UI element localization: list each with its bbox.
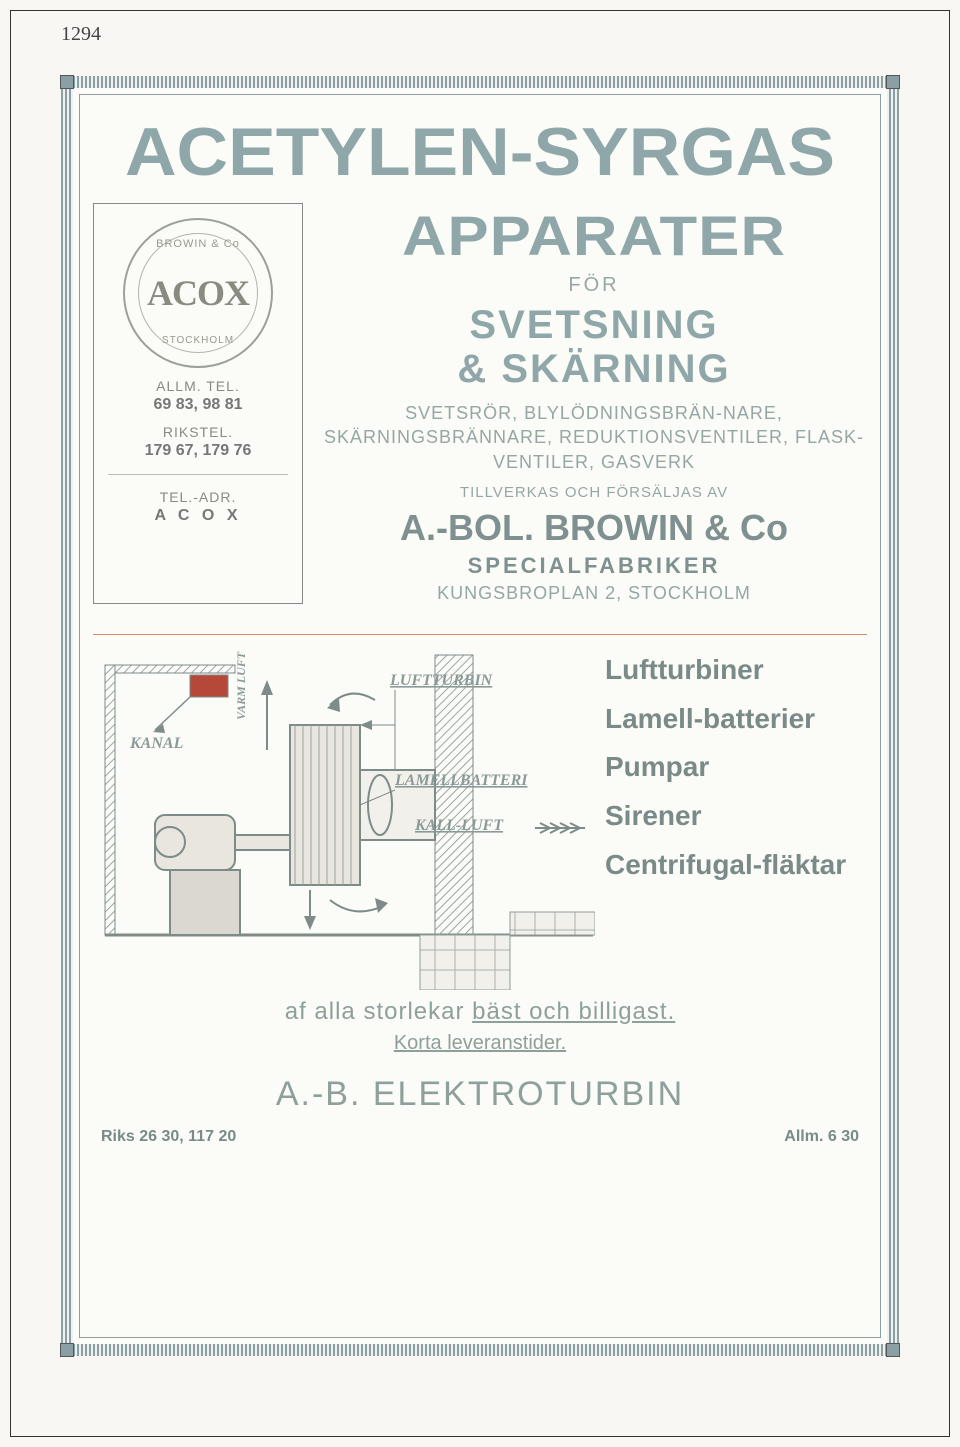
frame-corner xyxy=(60,1343,74,1357)
diagram-label-varmluft: VARM LUFT xyxy=(234,651,248,720)
logo-text: ACOX xyxy=(147,272,249,314)
list-item: Sirener xyxy=(605,801,865,832)
company-name: A.-BOL. BROWIN & Co xyxy=(321,507,867,549)
top-advertisement: ACETYLEN-SYRGAS BROWIN & Co ACOX STOCKHO… xyxy=(73,88,887,619)
headline-acetylen: ACETYLEN-SYRGAS xyxy=(74,113,887,191)
allm-tel: 69 83, 98 81 xyxy=(102,396,294,414)
address: KUNGSBROPLAN 2, STOCKHOLM xyxy=(321,583,867,604)
elektroturbin-company: A.-B. ELEKTROTURBIN xyxy=(95,1075,865,1114)
specialfabriker: SPECIALFABRIKER xyxy=(321,553,867,579)
riks-phone: Riks 26 30, 117 20 xyxy=(101,1128,236,1146)
frame-corner xyxy=(60,75,74,89)
tagline-delivery: Korta leveranstider. xyxy=(95,1032,865,1055)
allm-phone: Allm. 6 30 xyxy=(784,1128,859,1146)
for-label: FÖR xyxy=(321,274,867,297)
list-item: Pumpar xyxy=(605,752,865,783)
list-item: Lamell-batterier xyxy=(605,704,865,735)
diagram-label-kanal: KANAL xyxy=(129,735,184,752)
top-ad-body: BROWIN & Co ACOX STOCKHOLM ALLM. TEL. 69… xyxy=(93,203,867,604)
top-ad-right-column: APPARATER FÖR SVETSNING & SKÄRNING SVETS… xyxy=(321,203,867,604)
teladr-label: TEL.-ADR. xyxy=(102,489,294,505)
logo-box-divider xyxy=(108,474,288,475)
frame-corner xyxy=(886,75,900,89)
allm-tel-label: ALLM. TEL. xyxy=(102,378,294,394)
rikstel: 179 67, 179 76 xyxy=(102,442,294,460)
logo-brand-bottom: STOCKHOLM xyxy=(162,335,234,346)
bottom-ad-row: KANAL VARM LUFT xyxy=(95,650,865,990)
logo-contact-box: BROWIN & Co ACOX STOCKHOLM ALLM. TEL. 69… xyxy=(93,203,303,604)
headline-apparater: APPARATER xyxy=(294,203,895,268)
list-item: Luftturbiner xyxy=(605,655,865,686)
acox-logo: BROWIN & Co ACOX STOCKHOLM xyxy=(123,218,273,368)
diagram-label-kallluft: KALL-LUFT xyxy=(414,817,504,834)
diagram-label-lamellbatteri: LAMELLBATTERI xyxy=(394,772,528,789)
tagline-pre: af alla storlekar xyxy=(285,998,472,1025)
phone-row: Riks 26 30, 117 20 Allm. 6 30 xyxy=(95,1128,865,1146)
skarning-heading: & SKÄRNING xyxy=(321,347,867,391)
page-scan: 1294 ACETYLEN-SYRGAS BROWIN & Co ACOX ST… xyxy=(10,10,950,1437)
turbine-diagram: KANAL VARM LUFT xyxy=(95,650,595,990)
svetsning-heading: SVETSNING xyxy=(321,303,867,347)
bottom-advertisement: KANAL VARM LUFT xyxy=(73,635,887,1161)
rikstel-label: RIKSTEL. xyxy=(102,424,294,440)
tagline-underlined: bäst och billigast. xyxy=(472,998,675,1025)
product-description: SVETSRÖR, BLYLÖDNINGSBRÄN-NARE, SKÄRNING… xyxy=(321,401,867,474)
teladr: A C O X xyxy=(102,507,294,525)
diagram-label-luftturbin: LUFTTURBIN xyxy=(389,672,494,689)
frame-corner xyxy=(886,1343,900,1357)
logo-brand-top: BROWIN & Co xyxy=(156,238,240,250)
product-list: Luftturbiner Lamell-batterier Pumpar Sir… xyxy=(605,650,865,990)
manufactured-by: TILLVERKAS OCH FÖRSÄLJAS AV xyxy=(321,484,867,501)
ad-frame: ACETYLEN-SYRGAS BROWIN & Co ACOX STOCKHO… xyxy=(61,76,899,1356)
list-item: Centrifugal-fläktar xyxy=(605,850,865,881)
tagline: af alla storlekar bäst och billigast. xyxy=(95,998,865,1026)
page-number: 1294 xyxy=(61,23,101,46)
